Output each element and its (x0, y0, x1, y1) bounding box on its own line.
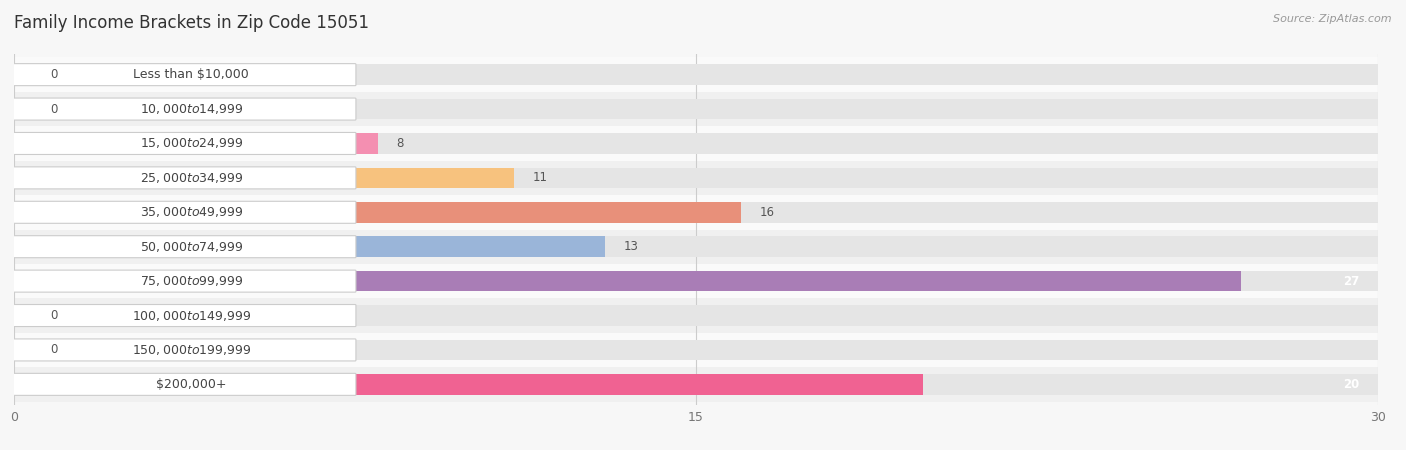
Text: 0: 0 (51, 68, 58, 81)
Bar (14, 236, 605, 257)
Bar (14, 202, 741, 223)
FancyBboxPatch shape (13, 339, 356, 361)
FancyBboxPatch shape (13, 305, 356, 327)
Bar (14, 271, 1241, 292)
Text: 0: 0 (51, 103, 58, 116)
Text: 0: 0 (51, 343, 58, 356)
Text: $200,000+: $200,000+ (156, 378, 226, 391)
Bar (14, 167, 1378, 188)
Bar (14, 305, 1378, 326)
Bar (14, 99, 32, 119)
Text: $10,000 to $14,999: $10,000 to $14,999 (139, 102, 243, 116)
Text: $15,000 to $24,999: $15,000 to $24,999 (139, 136, 243, 150)
Bar (14, 305, 32, 326)
Bar (14, 195, 1378, 230)
Bar (14, 340, 32, 360)
Bar (14, 230, 1378, 264)
Bar (14, 99, 1378, 119)
FancyBboxPatch shape (13, 167, 356, 189)
FancyBboxPatch shape (13, 63, 356, 86)
Text: Source: ZipAtlas.com: Source: ZipAtlas.com (1274, 14, 1392, 23)
Bar (14, 64, 1378, 85)
FancyBboxPatch shape (13, 98, 356, 120)
Text: 27: 27 (1344, 274, 1360, 288)
Bar (14, 367, 1378, 401)
Text: 0: 0 (51, 309, 58, 322)
Text: 20: 20 (1344, 378, 1360, 391)
Text: 8: 8 (396, 137, 404, 150)
Bar (14, 340, 1378, 360)
Bar (14, 236, 1378, 257)
Bar (14, 333, 1378, 367)
Bar (14, 133, 1378, 154)
FancyBboxPatch shape (13, 236, 356, 258)
FancyBboxPatch shape (13, 201, 356, 223)
Bar (14, 298, 1378, 333)
Bar (14, 161, 1378, 195)
Text: Less than $10,000: Less than $10,000 (134, 68, 249, 81)
Bar (14, 374, 924, 395)
Bar (14, 92, 1378, 126)
Text: $35,000 to $49,999: $35,000 to $49,999 (139, 205, 243, 219)
Text: Family Income Brackets in Zip Code 15051: Family Income Brackets in Zip Code 15051 (14, 14, 368, 32)
Bar (14, 126, 1378, 161)
Text: $25,000 to $34,999: $25,000 to $34,999 (139, 171, 243, 185)
Text: $150,000 to $199,999: $150,000 to $199,999 (132, 343, 252, 357)
Text: 13: 13 (623, 240, 638, 253)
Bar (14, 264, 1378, 298)
Bar (14, 167, 515, 188)
Bar (14, 133, 378, 154)
FancyBboxPatch shape (13, 270, 356, 292)
FancyBboxPatch shape (13, 374, 356, 396)
Bar (14, 202, 1378, 223)
Text: $50,000 to $74,999: $50,000 to $74,999 (139, 240, 243, 254)
Text: $100,000 to $149,999: $100,000 to $149,999 (132, 309, 252, 323)
Bar (14, 374, 1378, 395)
Bar (14, 58, 1378, 92)
Text: 16: 16 (759, 206, 775, 219)
Text: $75,000 to $99,999: $75,000 to $99,999 (139, 274, 243, 288)
FancyBboxPatch shape (13, 132, 356, 154)
Text: 11: 11 (533, 171, 547, 184)
Bar (14, 64, 32, 85)
Bar (14, 271, 1378, 292)
